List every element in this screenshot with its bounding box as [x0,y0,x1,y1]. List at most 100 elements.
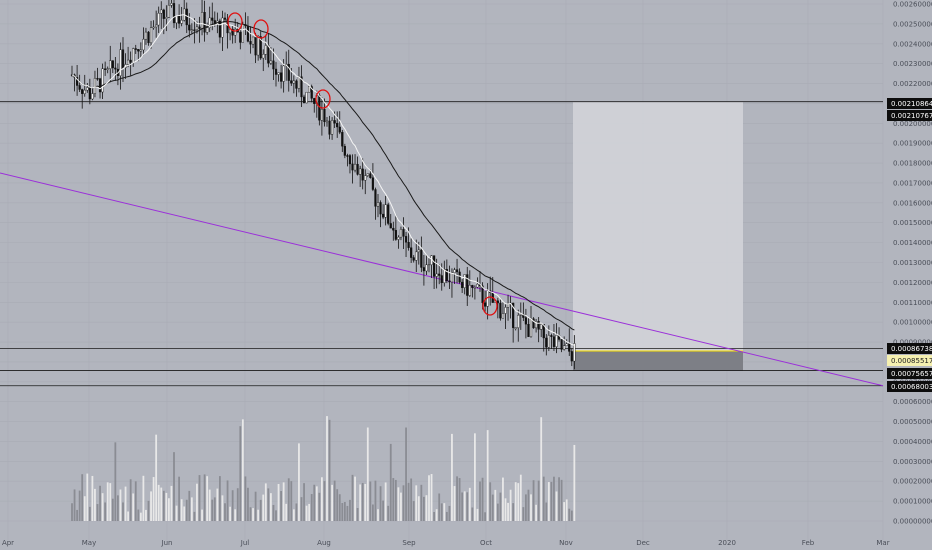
volume-bar [81,474,84,521]
volume-bar [183,506,186,521]
candle-body [302,96,306,104]
candle-body [254,36,257,56]
candle-body [374,189,377,207]
volume-bar [147,500,150,521]
volume-bar [178,476,180,521]
candle-body [142,38,145,51]
candle-body [175,15,178,24]
level-labels: 0.00210864 0.00210767 0.00086738 0.00085517… [887,98,932,392]
candle-body [109,60,112,69]
candle-body [369,173,372,178]
candle-body [195,26,199,31]
volume-bar [453,486,456,521]
volume-bar [208,489,211,521]
candle-body [412,257,415,261]
volume-bar [471,507,474,521]
volume-bar [433,512,435,521]
candle-body [361,168,364,181]
volume-bar [188,490,191,521]
candle-body [251,36,255,45]
volume-bar [512,503,515,521]
y-tick-label: 0.00100000 [893,319,932,327]
candle-body [81,89,84,94]
volume-bar [226,480,229,521]
candle-body [246,25,250,42]
volume-bar [331,484,333,521]
candle-body [193,29,196,31]
volume-bar [277,484,280,521]
volume-bar [438,493,441,521]
volume-bar [323,481,326,521]
position-stop-zone [573,350,743,371]
volume-bar [162,490,165,521]
candle-body [259,36,262,59]
candle-body [160,9,163,14]
volume-bar [435,509,438,521]
volume-bar [73,489,76,521]
candle-body [420,249,423,268]
candle-body [376,202,380,207]
volume-bar [137,509,140,521]
volume-bar [224,503,226,521]
candle-body [532,318,535,329]
candle-body [570,351,573,362]
candle-body [466,274,469,296]
candle-body [86,87,89,91]
candle-body [172,3,176,24]
volume-bar [333,480,336,521]
volume-bar [91,475,94,521]
volume-bar [109,483,112,521]
volume-bar [99,485,101,521]
volume-bar [463,491,466,521]
level-label-bg [887,343,932,354]
candle-body [198,26,201,29]
volume-bar [127,511,129,521]
volume-bar [165,492,168,521]
y-tick-label: 0.00140000 [893,239,932,247]
candle-body [399,229,403,238]
y-tick-label: 0.00030000 [893,458,932,466]
volume-bar [451,433,453,521]
candle-body [529,318,533,337]
candle-body [313,98,316,104]
candle-body [292,80,295,84]
volume-bar [502,477,504,521]
volume-bar [499,492,502,521]
red-circle [482,296,498,316]
volume-bar [530,494,532,521]
candle-body [433,255,436,277]
volume-bar [326,416,328,521]
volume-bar [458,478,461,521]
volume-bar [537,480,540,521]
candle-body [170,3,173,6]
candle-body [341,132,344,147]
candle-body [101,68,104,93]
candle-body [542,324,545,339]
candle-body [308,86,311,93]
volume-bar [114,442,117,521]
candle-body [295,80,298,89]
volume-bar [252,508,254,521]
volume-bar [173,452,175,521]
candle-body [463,274,466,288]
candle-body [78,85,81,90]
volume-bar [175,505,178,521]
candle-body [545,337,548,348]
volume-bar [231,490,234,521]
candle-body [359,168,362,175]
candle-body [501,313,505,319]
volume-bar [201,509,203,521]
y-tick-label: 0.00040000 [893,438,932,446]
volume-bar [379,486,382,521]
time-axis[interactable]: Apr May Jun Jul Aug Sep Oct Nov Dec 2020 Feb Mar [2,539,890,547]
volume-bar [392,478,395,521]
volume-bar [101,493,104,521]
candle-body [167,5,170,18]
candle-body [504,307,507,314]
candle-body [208,17,211,28]
candle-body [104,68,107,70]
volume-bar [374,480,377,521]
volume-bar [111,498,114,521]
volume-bar [382,500,384,521]
y-tick-label: 0.00110000 [893,299,932,307]
